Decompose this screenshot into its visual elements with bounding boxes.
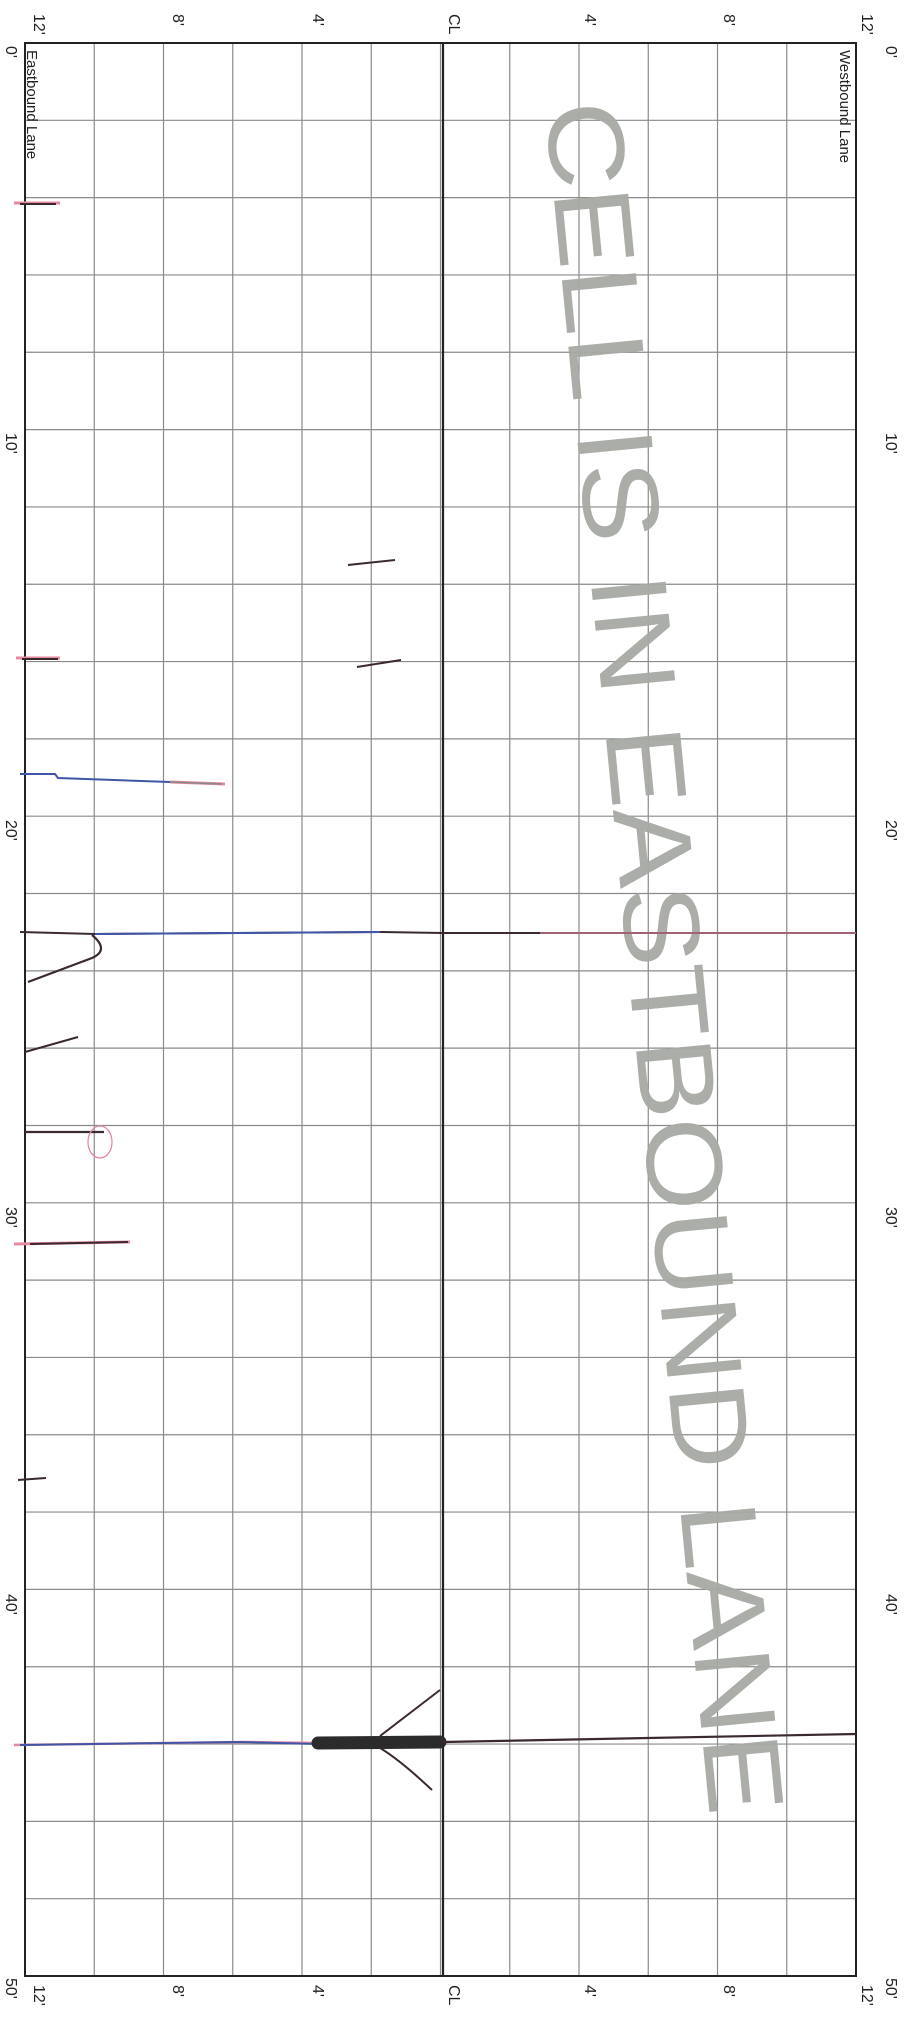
left-label-0: 0' xyxy=(2,46,19,58)
bottom-label-6: 12' xyxy=(858,1985,875,2006)
crack-mark xyxy=(20,773,171,783)
crack-markings xyxy=(13,201,857,1791)
crack-mark xyxy=(24,1035,79,1054)
left-label-50: 50' xyxy=(2,1978,19,1999)
crack-mark xyxy=(94,931,381,935)
top-label-5: 8' xyxy=(720,14,737,26)
right-label-40: 40' xyxy=(882,1594,899,1615)
top-label-2: 4' xyxy=(309,14,326,26)
left-longitudinal-axis: 0' 10' 20' 30' 40' 50' xyxy=(2,46,19,1999)
crack-mark xyxy=(87,1125,113,1159)
top-label-1: 8' xyxy=(169,14,186,26)
grid-frame xyxy=(24,42,857,1977)
left-label-40: 40' xyxy=(2,1594,19,1615)
bottom-label-0: 12' xyxy=(30,1985,47,2006)
crack-mark xyxy=(19,1740,319,1746)
top-label-6: 12' xyxy=(858,14,875,35)
left-label-10: 10' xyxy=(2,433,19,454)
top-label-0: 12' xyxy=(30,14,47,35)
bottom-label-2: 4' xyxy=(309,1985,326,1997)
right-label-0: 0' xyxy=(882,46,899,58)
bottom-label-5: 8' xyxy=(720,1985,737,1997)
bottom-label-1: 8' xyxy=(169,1985,186,1997)
survey-grid xyxy=(25,43,856,1976)
right-label-20: 20' xyxy=(882,820,899,841)
bottom-label-4: 4' xyxy=(581,1985,598,1997)
top-label-4: 4' xyxy=(581,14,598,26)
right-label-10: 10' xyxy=(882,433,899,454)
crack-mark xyxy=(442,1732,857,1744)
right-label-30: 30' xyxy=(882,1207,899,1228)
crack-mark xyxy=(347,559,396,566)
eastbound-lane-label: Eastbound Lane xyxy=(23,50,40,159)
left-label-20: 20' xyxy=(2,820,19,841)
bottom-label-cl: CL xyxy=(445,1985,462,2006)
left-label-30: 30' xyxy=(2,1207,19,1228)
crack-mark xyxy=(169,781,223,785)
right-longitudinal-axis: 0' 10' 20' 30' 40' 50' xyxy=(882,46,899,1999)
top-lateral-axis: 12' 8' 4' CL 4' 8' 12' xyxy=(30,14,875,35)
bottom-lateral-axis: 12' 8' 4' CL 4' 8' 12' xyxy=(30,1985,875,2006)
crack-mark xyxy=(27,934,103,984)
crack-mark xyxy=(379,1747,433,1791)
top-label-cl: CL xyxy=(445,14,462,35)
crack-mark xyxy=(379,1689,441,1737)
crack-mark xyxy=(311,1735,447,1750)
crack-mark xyxy=(29,1241,129,1245)
crack-mark xyxy=(17,1477,47,1481)
right-label-50: 50' xyxy=(882,1978,899,1999)
crack-mark xyxy=(356,659,402,668)
westbound-lane-label: Westbound Lane xyxy=(836,50,853,163)
